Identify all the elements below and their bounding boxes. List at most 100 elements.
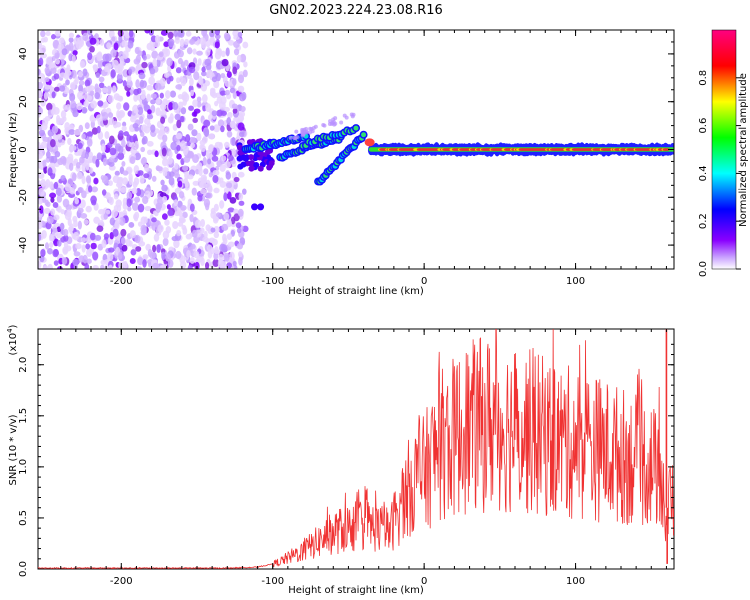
noise-blob: [169, 90, 177, 98]
noise-blob: [126, 198, 132, 207]
noise-blob: [150, 99, 156, 105]
noise-blob: [118, 130, 124, 137]
noise-blob: [131, 202, 139, 211]
noise-blob: [115, 199, 122, 208]
noise-blob: [139, 175, 145, 185]
noise-blob: [192, 48, 197, 55]
noise-blob: [85, 205, 92, 213]
noise-blob: [79, 60, 86, 69]
noise-blob: [162, 195, 168, 203]
noise-blob: [117, 67, 123, 75]
noise-blob: [59, 155, 67, 165]
noise-blob: [45, 30, 51, 36]
noise-blob: [112, 228, 119, 237]
noise-blob: [73, 37, 80, 45]
noise-blob: [44, 84, 51, 90]
noise-blob: [224, 89, 230, 96]
noise-blob: [77, 71, 84, 78]
noise-blob: [145, 243, 152, 251]
noise-blob: [131, 187, 138, 195]
noise-blob: [148, 76, 156, 85]
noise-blob: [108, 247, 115, 253]
onset-blob: [257, 165, 264, 172]
snr-axes: -200 -100 0 100 0.0 0.5 1.0 1.5 2.0: [18, 329, 674, 587]
noise-blob: [48, 241, 54, 248]
noise-blob: [122, 197, 127, 206]
noise-blob: [175, 250, 182, 260]
noise-blob: [81, 175, 86, 185]
noise-blob: [177, 221, 184, 227]
noise-blob: [219, 180, 227, 188]
noise-blob: [53, 73, 60, 80]
noise-blob: [160, 109, 167, 116]
noise-blob: [180, 107, 187, 115]
noise-blob: [225, 254, 230, 262]
noise-blob: [188, 66, 196, 74]
noise-blob: [235, 222, 242, 229]
noise-blob: [71, 54, 76, 63]
noise-blob: [38, 160, 42, 169]
noise-blob: [133, 152, 141, 161]
isolated-blob: [257, 203, 265, 211]
noise-blob: [110, 49, 117, 58]
noise-blob: [108, 161, 115, 167]
spectrogram-xtick-label: 100: [566, 276, 585, 287]
noise-blob: [46, 150, 51, 159]
noise-blob: [187, 264, 193, 269]
branch-core: [361, 132, 367, 138]
noise-blob: [228, 154, 234, 162]
noise-blob: [108, 135, 115, 145]
noise-blob: [227, 241, 235, 248]
noise-blob: [75, 243, 82, 250]
noise-blob: [199, 139, 206, 146]
noise-blob: [78, 255, 85, 263]
noise-blob: [39, 44, 47, 54]
noise-blob: [192, 180, 200, 186]
noise-blob: [226, 191, 232, 200]
spectrogram-xtick-label: -200: [110, 276, 133, 287]
noise-blob: [96, 53, 103, 62]
noise-blob: [144, 118, 151, 125]
noise-blob: [73, 219, 78, 228]
noise-blob: [175, 84, 183, 90]
noise-blob: [137, 221, 143, 227]
noise-blob: [128, 177, 133, 186]
spectrogram-data: [38, 30, 674, 269]
noise-blob: [237, 85, 245, 93]
noise-blob: [120, 187, 127, 193]
noise-blob: [38, 81, 43, 90]
noise-blob: [46, 102, 53, 111]
noise-blob: [137, 203, 145, 213]
faint-blob: [292, 135, 297, 140]
noise-blob: [55, 58, 61, 65]
noise-blob: [66, 156, 74, 163]
noise-blob: [224, 141, 230, 148]
colorbar-ticks: 0.0 0.2 0.4 0.6 0.8: [698, 70, 741, 277]
noise-blob: [117, 30, 124, 37]
faint-blob: [304, 129, 309, 134]
noise-blob: [159, 77, 166, 87]
noise-blob: [44, 77, 50, 83]
noise-blob: [140, 94, 146, 100]
noise-blob: [122, 121, 127, 127]
noise-blob: [129, 135, 135, 143]
snr-data: [38, 329, 674, 569]
noise-blob: [128, 68, 133, 76]
noise-blob: [210, 247, 215, 255]
noise-blob: [187, 123, 194, 131]
noise-blob: [118, 145, 124, 154]
noise-blob: [50, 234, 55, 242]
noise-blob: [118, 251, 123, 260]
noise-blob: [179, 115, 185, 123]
noise-blob: [94, 92, 101, 100]
noise-blob: [179, 38, 185, 48]
noise-blob: [166, 204, 171, 210]
noise-blob: [233, 213, 240, 222]
noise-blob: [201, 30, 208, 37]
noise-blob: [152, 244, 157, 253]
noise-blob: [192, 99, 198, 108]
noise-blob: [81, 133, 86, 140]
noise-blob: [208, 172, 213, 178]
noise-blob: [127, 40, 134, 49]
